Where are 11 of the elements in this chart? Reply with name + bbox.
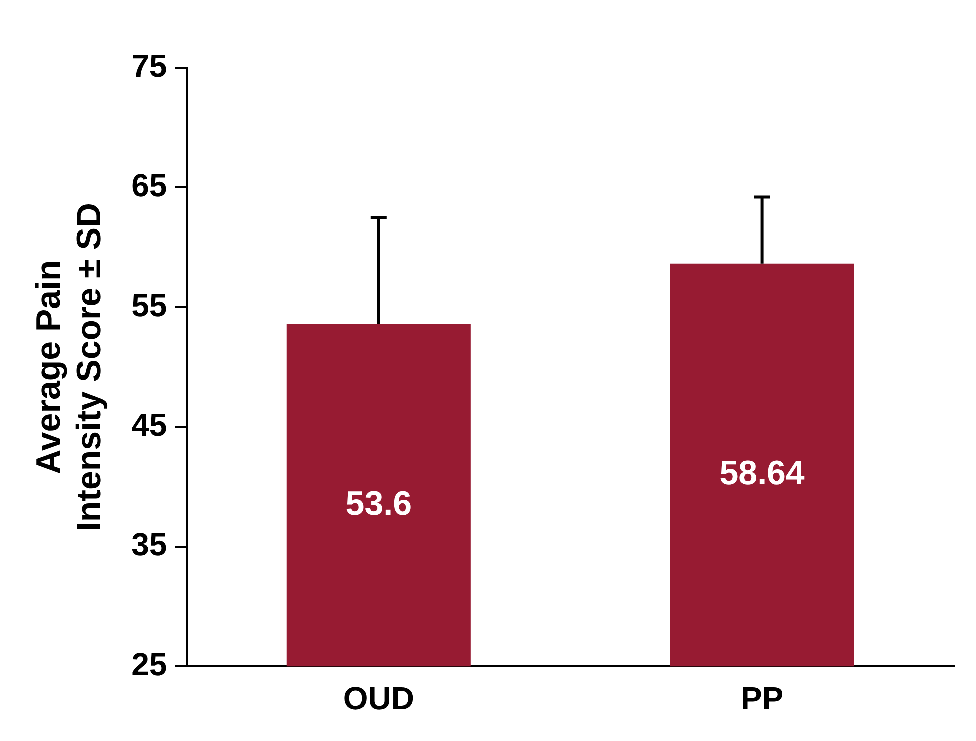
y-tick-label: 55	[132, 287, 168, 324]
data-label: 53.6	[346, 484, 412, 523]
y-tick-label: 25	[132, 646, 168, 682]
x-tick-label: OUD	[343, 680, 414, 717]
y-tick-label: 45	[132, 406, 168, 443]
x-tick-label: PP	[740, 680, 784, 717]
y-tick-label: 65	[132, 168, 168, 204]
y-tick-label: 75	[132, 48, 168, 84]
data-label: 58.64	[720, 454, 805, 493]
y-tick-label: 35	[132, 526, 168, 563]
y-axis-title: Average Pain Intensity Score ± SD	[30, 203, 109, 532]
